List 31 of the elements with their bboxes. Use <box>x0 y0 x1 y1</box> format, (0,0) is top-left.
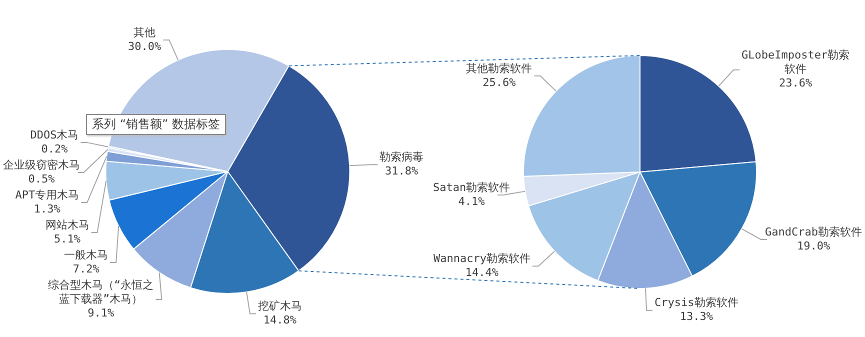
data-label: 5.1% <box>54 232 81 246</box>
slice-label: 一般木马 <box>64 248 108 262</box>
data-label: 0.2% <box>41 142 68 156</box>
data-label: 31.8% <box>385 164 419 178</box>
slice-label: DDOS木马 <box>30 128 79 142</box>
data-label: 4.1% <box>458 194 486 208</box>
data-label: 14.4% <box>465 266 499 280</box>
slice-label: Crysis勒索软件 <box>654 296 738 310</box>
slice-label: 综合型木马（“永恒之蓝下载器”木马） <box>48 278 154 306</box>
data-label: 14.8% <box>263 314 297 327</box>
slice-label: GLobeImposter勒索软件 <box>742 48 850 76</box>
slice-label: 其他 <box>134 26 156 39</box>
data-label: 13.3% <box>680 310 714 324</box>
slice-label: 其他勒索软件 <box>466 62 532 75</box>
data-label: 25.6% <box>482 76 516 89</box>
slice-label: Satan勒索软件 <box>432 180 510 194</box>
data-label: 19.0% <box>796 239 830 252</box>
data-label: 23.6% <box>779 76 813 90</box>
slice-label: Wannacry勒索软件 <box>433 252 530 266</box>
slice-label: 勒索病毒 <box>380 150 424 164</box>
slice-label: 挖矿木马 <box>258 300 302 313</box>
data-label: 7.2% <box>72 262 100 276</box>
data-label: 1.3% <box>34 202 61 216</box>
slice-label: 企业级窃密木马 <box>3 158 80 172</box>
data-label: 9.1% <box>88 306 114 320</box>
data-label: 0.5% <box>28 172 56 186</box>
slice-label: APT专用木马 <box>15 188 80 202</box>
slice-label: GandCrab勒索软件 <box>765 225 862 238</box>
text: 系列 “销售额” 数据标签 <box>86 114 226 135</box>
data-label: 30.0% <box>128 40 162 53</box>
slice-label: 网站木马 <box>45 218 90 232</box>
